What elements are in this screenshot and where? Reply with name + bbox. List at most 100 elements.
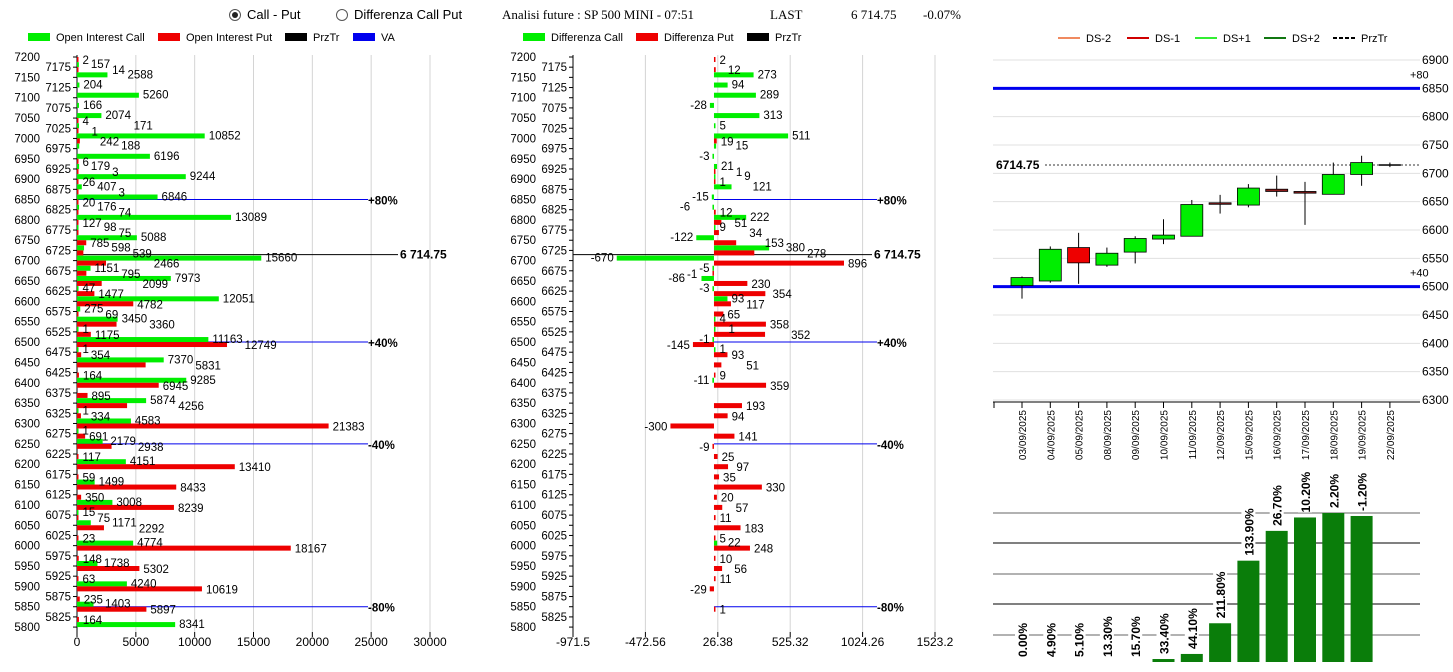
- put-bar: [77, 433, 86, 439]
- call-value-label: 6196: [154, 151, 180, 163]
- put-bar: [713, 179, 716, 185]
- strike-label: 6400: [14, 378, 40, 390]
- strike-label: 6725: [541, 245, 567, 257]
- put-value-label: -145: [667, 340, 690, 352]
- label-bg: [1184, 605, 1199, 649]
- y-tick-label: 6700: [1422, 166, 1449, 180]
- put-bar: [713, 504, 723, 510]
- put-bar: [77, 443, 112, 449]
- call-bar: [77, 459, 126, 465]
- call-bar: [77, 255, 262, 261]
- radio-unselected-icon[interactable]: [336, 8, 348, 21]
- put-bar: [77, 535, 79, 541]
- call-bar: [701, 275, 714, 281]
- label-bg: [1156, 610, 1171, 655]
- call-value-label: 1151: [95, 263, 120, 275]
- put-bar: [713, 291, 766, 297]
- call-bar: [77, 265, 91, 271]
- put-value-label: 2938: [138, 442, 164, 454]
- put-value-label: 51: [735, 218, 748, 230]
- put-value-label: 19: [721, 136, 734, 148]
- call-value-label: 4: [719, 314, 726, 326]
- call-value-label: 1: [83, 344, 89, 356]
- x-tick-label: 10000: [178, 635, 212, 649]
- put-value-label: 242: [100, 136, 119, 148]
- put-value-label: 13410: [239, 462, 271, 474]
- strike-label: 6925: [541, 164, 567, 176]
- legend-label: DS+2: [1292, 33, 1320, 45]
- put-bar: [77, 199, 79, 205]
- call-value-label: 204: [83, 80, 103, 92]
- call-bar: [712, 265, 714, 271]
- call-value-label: -28: [690, 100, 707, 112]
- strike-label: 6325: [45, 408, 71, 420]
- call-bar: [713, 347, 716, 353]
- label-bg: [1269, 482, 1284, 526]
- call-bar: [713, 214, 747, 220]
- put-bar: [77, 403, 128, 409]
- put-bar: [713, 413, 728, 419]
- volume-bar: [1152, 659, 1175, 662]
- radio-differenza-call-put[interactable]: Differenza Call Put: [336, 7, 462, 22]
- put-value-label: 3: [118, 187, 124, 199]
- date-label: 17/09/2025: [1301, 410, 1312, 460]
- put-bar: [713, 57, 716, 62]
- put-value-label: 334: [91, 411, 111, 423]
- call-bar: [77, 62, 79, 68]
- put-value-label: 23: [83, 533, 96, 545]
- call-value-label: 9: [744, 171, 750, 183]
- call-value-label: 2074: [105, 110, 131, 122]
- call-value-label: 10852: [209, 130, 241, 142]
- call-value-label: 4774: [137, 538, 163, 550]
- strike-label: 6225: [541, 449, 567, 461]
- call-value-label: 7370: [168, 354, 194, 366]
- put-bar: [713, 474, 720, 480]
- call-bar: [713, 92, 756, 98]
- call-value-label: 8341: [179, 619, 205, 631]
- percent-label: 0.00%: [1016, 623, 1030, 657]
- strike-label: 5875: [541, 592, 567, 604]
- strike-label: 7075: [541, 103, 567, 115]
- label-bg: [1015, 621, 1029, 657]
- put-value-label: 148: [83, 554, 102, 566]
- legend-label: PrzTr: [313, 32, 340, 44]
- call-bar: [616, 255, 714, 261]
- put-bar: [713, 494, 717, 500]
- put-value-label: 74: [118, 208, 131, 220]
- call-bar: [713, 540, 718, 546]
- radio-call-put[interactable]: Call - Put: [229, 7, 300, 22]
- strike-label: 6450: [510, 357, 536, 369]
- candle-body: [1180, 204, 1204, 237]
- put-bar: [77, 586, 202, 592]
- put-bar: [77, 280, 102, 286]
- date-label: 15/09/2025: [1244, 410, 1255, 460]
- put-value-label: 59: [83, 472, 96, 484]
- strike-label: 6775: [541, 225, 567, 237]
- strike-label: 6600: [14, 296, 40, 308]
- strike-label: 6850: [510, 195, 536, 207]
- radio-selected-icon[interactable]: [229, 8, 241, 21]
- call-value-label: 157: [91, 59, 110, 71]
- call-bar: [77, 540, 134, 546]
- put-value-label: 3360: [149, 320, 175, 332]
- strike-label: 6575: [45, 307, 71, 319]
- put-bar: [713, 555, 716, 561]
- call-value-label: 121: [753, 181, 772, 193]
- label-bg: [1043, 621, 1058, 657]
- call-value-label: 47: [83, 283, 96, 295]
- put-bar: [77, 342, 228, 348]
- va-label: -40%: [877, 440, 904, 452]
- put-value-label: 5302: [143, 564, 169, 576]
- strike-label: 5975: [541, 551, 567, 563]
- put-value-label: 896: [848, 259, 867, 271]
- strike-label: 6075: [45, 510, 71, 522]
- put-value-label: 539: [133, 248, 152, 260]
- put-bar: [713, 515, 716, 521]
- strike-label: 6650: [14, 276, 40, 288]
- y-tick-label: 6750: [1422, 138, 1449, 152]
- call-bar: [77, 520, 91, 526]
- put-bar: [713, 240, 737, 246]
- legend-swatch: [28, 33, 50, 41]
- put-bar: [77, 372, 79, 378]
- strike-label: 5950: [510, 561, 536, 573]
